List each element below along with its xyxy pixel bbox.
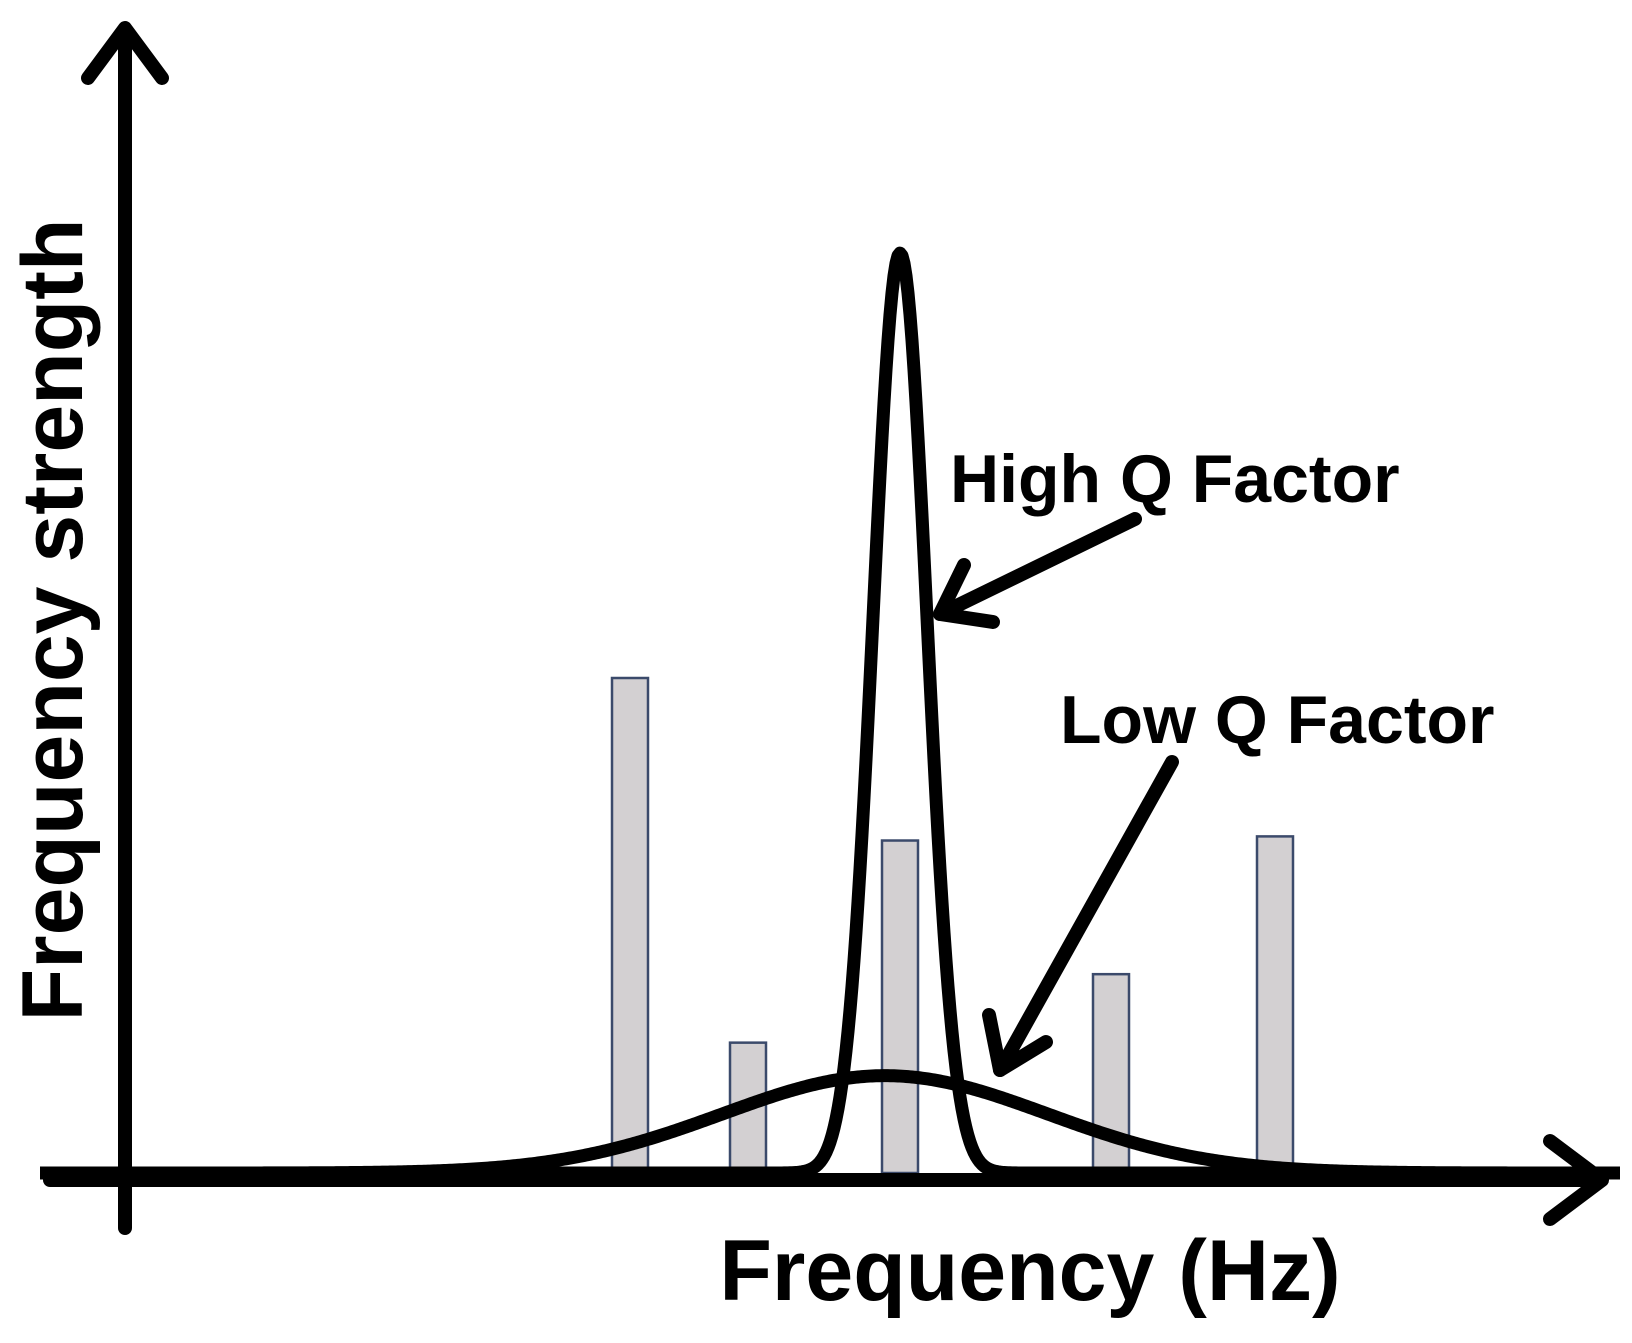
x-axis-arrowhead [1543, 1134, 1609, 1226]
y-axis-arrowhead [81, 21, 169, 85]
y-axis-label: Frequency strength [5, 219, 101, 1022]
bar-1 [610, 676, 650, 1175]
high-q-label: High Q Factor [950, 441, 1400, 517]
low-q-label: Low Q Factor [1060, 682, 1494, 758]
bar-5 [1255, 835, 1295, 1175]
curves [35, 246, 1625, 1180]
low-q-factor-curve [35, 1069, 1625, 1180]
bar-3 [880, 839, 920, 1175]
bars [610, 676, 1295, 1175]
high-q-arrow [933, 512, 1142, 629]
x-axis-label: Frequency (Hz) [719, 1223, 1340, 1319]
low-q-arrow [982, 755, 1179, 1077]
